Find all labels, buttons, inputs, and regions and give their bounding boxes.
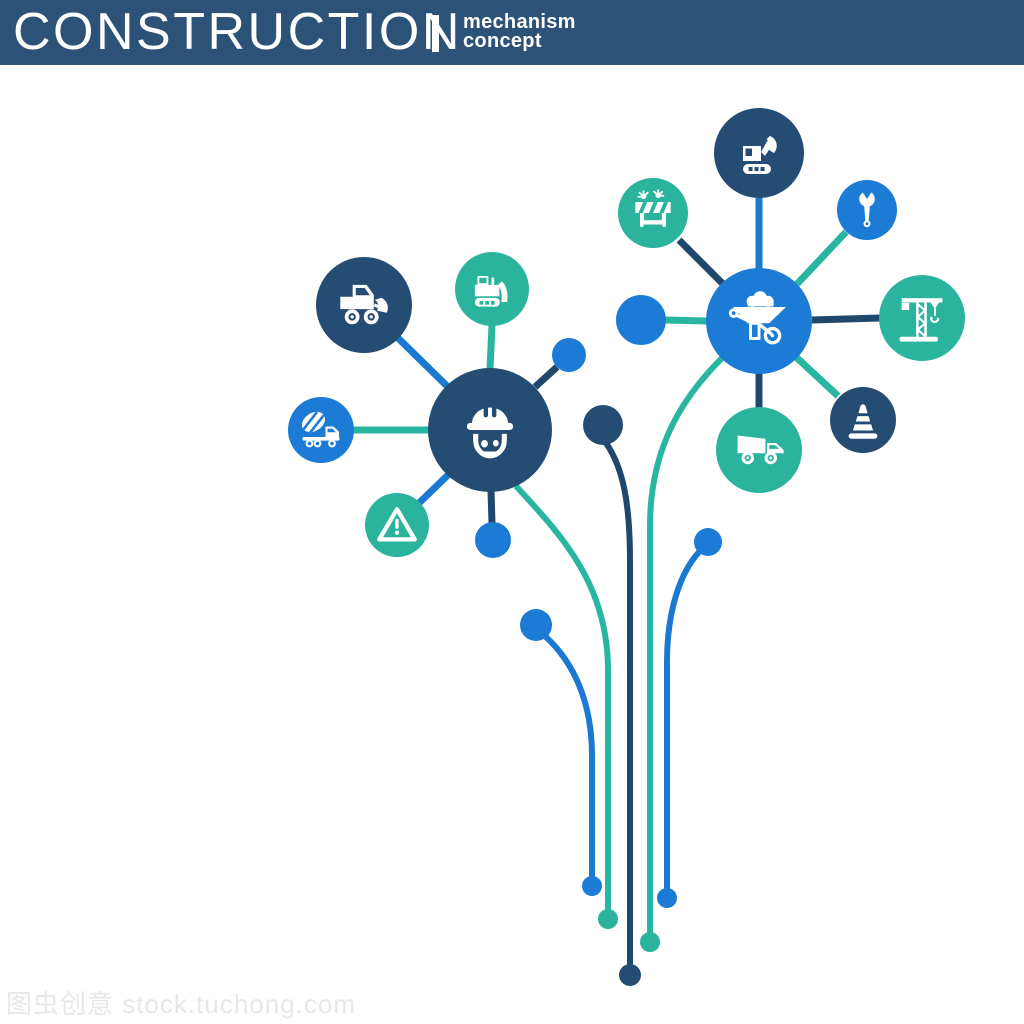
road-barrier-icon <box>635 189 671 228</box>
dot-blue-low-left <box>520 609 552 641</box>
node-dump-truck <box>716 407 802 493</box>
stem-blue-right <box>664 549 702 889</box>
wheel-loader-icon <box>340 284 388 325</box>
stem-navy-from-dot <box>603 441 633 965</box>
connector-loader-hub <box>395 335 452 391</box>
connector-dot-hub <box>664 316 708 325</box>
node-wrench <box>837 180 897 240</box>
node-worker-hub <box>428 368 552 492</box>
header-separator <box>432 15 439 52</box>
concrete-mixer-icon <box>301 411 340 448</box>
wheelbarrow-icon <box>728 291 786 345</box>
stem-teal-from-wheelbarrow <box>647 355 725 933</box>
subtitle-line-2: concept <box>463 30 542 52</box>
page-title: CONSTRUCTION <box>13 3 462 61</box>
connector-wrench-hub <box>794 229 849 287</box>
dot-navy-middle <box>583 405 623 445</box>
stem-blue-left <box>543 634 595 877</box>
dot-blue-upper <box>552 338 586 372</box>
dot-end-navy <box>619 964 641 986</box>
connector-hub-dot-lower <box>487 490 496 524</box>
dot-end-blue-2 <box>657 888 677 908</box>
connector-bulldozer-hub <box>486 324 496 370</box>
node-warning-sign <box>365 493 429 557</box>
dot-end-blue-1 <box>582 876 602 896</box>
connector-barrier-hub <box>676 237 726 287</box>
stem-teal-from-worker <box>513 483 611 910</box>
node-bulldozer <box>455 252 529 326</box>
node-wheelbarrow-hub <box>706 268 812 374</box>
node-concrete-mixer <box>288 397 354 463</box>
node-barrier <box>618 178 688 248</box>
warning-triangle-icon <box>377 507 417 542</box>
dot-blue-between-hubs <box>616 295 666 345</box>
connector-warning-hub <box>416 472 451 506</box>
node-excavator <box>714 108 804 198</box>
dump-truck-icon <box>737 435 784 465</box>
wrench-icon <box>859 189 875 228</box>
stock-watermark: 图虫创意 stock.tuchong.com <box>6 989 356 1019</box>
tower-crane-icon <box>899 298 943 342</box>
header-banner: CONSTRUCTION mechanism concept <box>0 0 1024 65</box>
dot-blue-below-worker <box>475 522 511 558</box>
connector-hub-dot-upper <box>532 364 560 390</box>
node-crane <box>879 275 965 361</box>
connector-crane-hub <box>811 314 881 324</box>
dot-blue-low-right <box>694 528 722 556</box>
dot-end-teal-2 <box>640 932 660 952</box>
connector-cone-hub <box>793 354 841 399</box>
header-subtitle: mechanism concept <box>463 11 576 52</box>
subtitle-line-1: mechanism <box>463 11 576 33</box>
node-traffic-cone <box>830 387 896 453</box>
construction-worker-icon <box>466 403 514 459</box>
excavator-icon <box>743 136 777 174</box>
traffic-cone-icon <box>848 404 878 439</box>
bulldozer-icon <box>474 276 508 307</box>
node-wheel-loader <box>316 257 412 353</box>
dot-end-teal-1 <box>598 909 618 929</box>
